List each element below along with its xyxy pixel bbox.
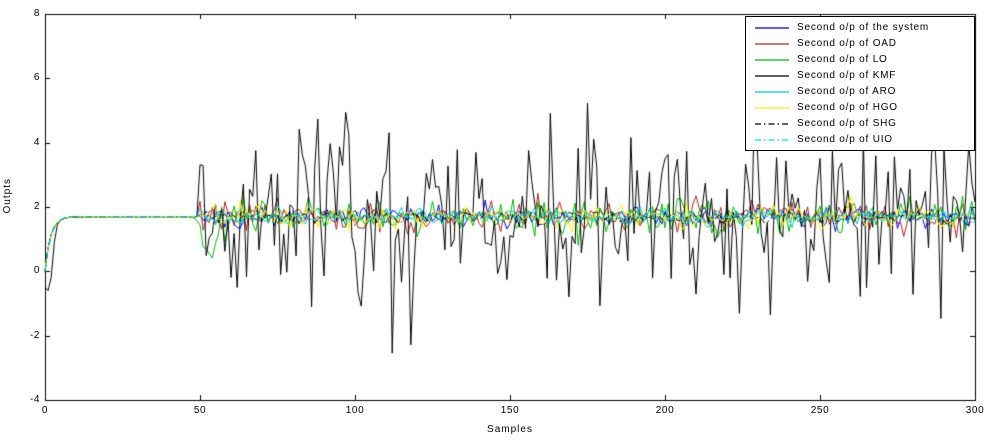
legend-item: Second o/p of the system xyxy=(746,20,974,36)
legend-label: Second o/p of ARO xyxy=(797,86,897,97)
legend-label: Second o/p of HGO xyxy=(797,102,898,113)
legend-label: Second o/p of KMF xyxy=(797,70,897,81)
legend-line-sample xyxy=(755,75,789,77)
legend-item: Second o/p of ARO xyxy=(746,84,974,100)
y-tick-label: -4 xyxy=(29,394,40,405)
legend-label: Second o/p of UIO xyxy=(797,134,893,145)
x-tick-label: 200 xyxy=(655,405,675,416)
legend-item: Second o/p of SHG xyxy=(746,116,974,132)
legend-item: Second o/p of HGO xyxy=(746,100,974,116)
y-tick-label: 6 xyxy=(33,72,40,83)
legend-line-sample xyxy=(755,107,789,109)
legend-item: Second o/p of KMF xyxy=(746,68,974,84)
legend-line-sample xyxy=(755,59,789,61)
legend-label: Second o/p of the system xyxy=(797,22,930,33)
x-tick-label: 150 xyxy=(500,405,520,416)
legend-line-sample xyxy=(755,123,789,125)
y-tick-label: 8 xyxy=(33,8,40,19)
legend-item: Second o/p of OAD xyxy=(746,36,974,52)
x-tick-label: 100 xyxy=(345,405,365,416)
x-tick-label: 50 xyxy=(193,405,207,416)
legend-label: Second o/p of LO xyxy=(797,54,888,65)
y-tick-label: 0 xyxy=(33,265,40,276)
y-tick-label: -2 xyxy=(29,330,40,341)
y-axis-label-wrap: Outpts xyxy=(2,178,16,242)
legend-line-sample xyxy=(755,43,789,45)
x-tick-label: 300 xyxy=(965,405,985,416)
legend-label: Second o/p of OAD xyxy=(797,38,897,49)
legend-line-sample xyxy=(755,139,789,141)
legend-item: Second o/p of UIO xyxy=(746,132,974,148)
legend[interactable]: Second o/p of the system Second o/p of O… xyxy=(745,16,975,151)
y-axis-label: Outpts xyxy=(2,178,13,214)
x-tick-label: 0 xyxy=(41,405,49,416)
x-axis-label: Samples xyxy=(487,424,533,435)
y-tick-label: 4 xyxy=(33,137,40,148)
legend-line-sample xyxy=(755,27,789,29)
legend-item: Second o/p of LO xyxy=(746,52,974,68)
legend-line-sample xyxy=(755,91,789,93)
x-tick-label: 250 xyxy=(810,405,830,416)
y-tick-label: 2 xyxy=(33,201,40,212)
legend-label: Second o/p of SHG xyxy=(797,118,897,129)
